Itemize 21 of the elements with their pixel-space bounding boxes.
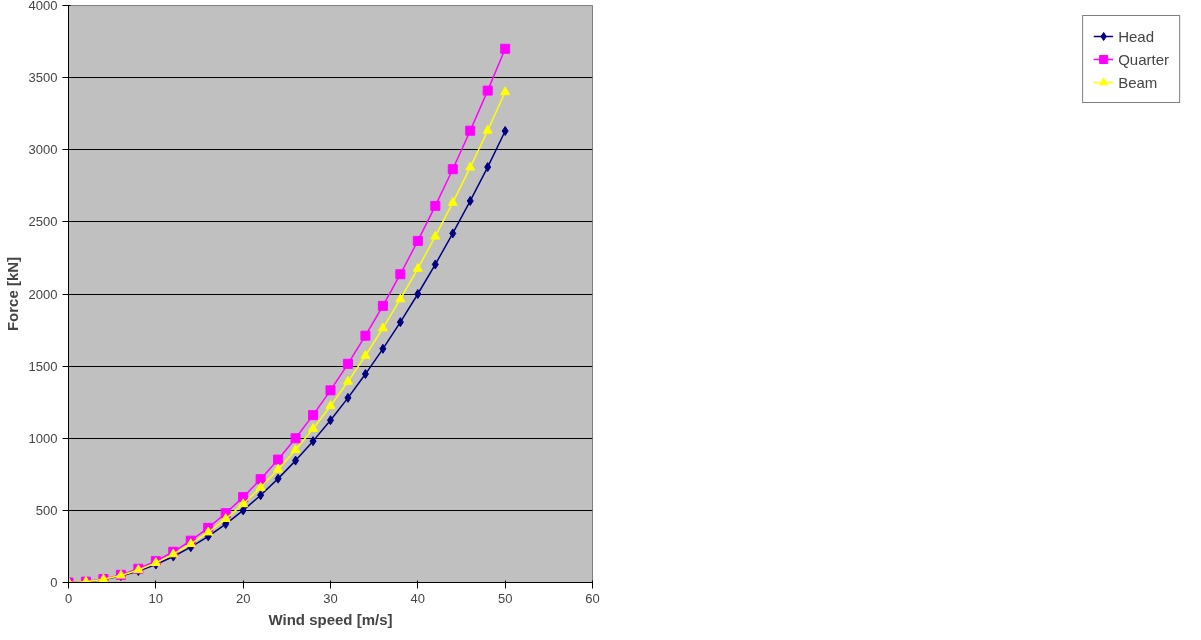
x-tick-label: 40 bbox=[410, 590, 426, 606]
x-tick-label: 30 bbox=[323, 590, 338, 606]
y-tick-label: 2500 bbox=[28, 214, 58, 230]
y-tick-label: 0 bbox=[50, 575, 58, 590]
y-tick-label: 500 bbox=[35, 502, 58, 518]
x-tick-label: 60 bbox=[585, 590, 600, 606]
legend-label: Quarter bbox=[1118, 50, 1169, 68]
y-tick-label: 3000 bbox=[28, 142, 58, 158]
x-axis-title: Wind speed [m/s] bbox=[268, 610, 393, 628]
x-tick-label: 0 bbox=[64, 590, 73, 606]
x-tick-label: 10 bbox=[148, 590, 164, 606]
x-tick-label: 20 bbox=[235, 590, 251, 606]
y-tick-label: 4000 bbox=[28, 0, 58, 13]
y-axis-title: Force [kN] bbox=[3, 256, 21, 332]
x-tick-label: 50 bbox=[497, 590, 513, 606]
y-tick-label: 3500 bbox=[28, 70, 58, 86]
y-tick-label: 1500 bbox=[28, 358, 58, 374]
legend-label: Beam bbox=[1118, 73, 1158, 91]
y-tick-label: 2000 bbox=[28, 286, 58, 302]
legend-label: Head bbox=[1118, 27, 1154, 45]
y-tick-label: 1000 bbox=[28, 430, 58, 446]
